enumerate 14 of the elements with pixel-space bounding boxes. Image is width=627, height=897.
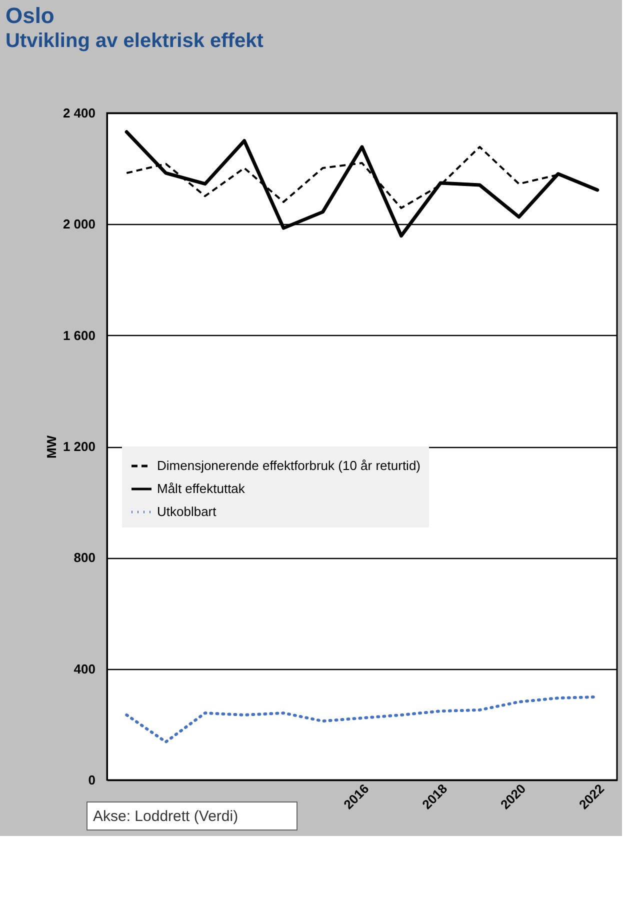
y-tick-label: 2 400 (62, 106, 96, 120)
chart-subtitle: Utvikling av elektrisk effekt (5, 30, 264, 52)
y-tick-label: 0 (88, 772, 96, 788)
text: Akse: Loddrett (Verdi) (93, 808, 238, 825)
y-axis-title: MW (44, 434, 59, 459)
y-tick-label: 1 600 (62, 328, 96, 343)
legend-label: Dimensjonerende effektforbruk (10 år returtid) (157, 458, 420, 473)
y-tick-label: 800 (74, 550, 96, 566)
legend-label: Utkoblbart (157, 504, 217, 519)
y-tick-label: 2 000 (62, 216, 96, 232)
y-tick-label: 400 (74, 661, 96, 676)
legend-label: Målt effektuttak (157, 481, 246, 496)
y-tick-label: 1 200 (62, 439, 96, 454)
chart-title: Oslo (5, 3, 54, 28)
